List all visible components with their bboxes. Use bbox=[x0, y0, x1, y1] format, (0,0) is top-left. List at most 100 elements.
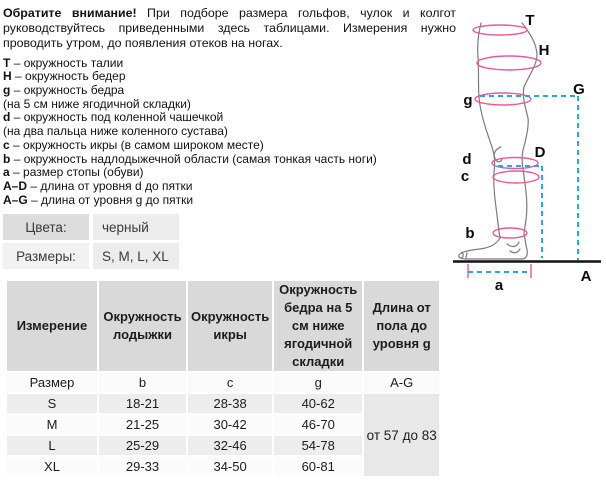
legend-text: (на два пальца ниже коленного сустава) bbox=[3, 124, 228, 139]
leg-outline bbox=[458, 22, 538, 260]
cell-ag-merged: от 57 до 83 bbox=[364, 394, 440, 477]
intro-paragraph: Обратите внимание! При подборе размера г… bbox=[3, 6, 456, 52]
legend-line-g-note: (на 5 см ниже ягодичной складки) bbox=[3, 96, 456, 112]
legend-key: H bbox=[3, 69, 12, 84]
legend-text: – длина от уровня g до пятки bbox=[31, 192, 194, 207]
legend-line-AD: A–D – длина от уровня d до пятки bbox=[3, 178, 456, 194]
legend-line-d-note: (на два пальца ниже коленного сустава) bbox=[3, 124, 456, 139]
label-b: b bbox=[465, 225, 474, 242]
colors-label: Цвета: bbox=[3, 214, 89, 241]
toe-mark bbox=[460, 251, 464, 259]
product-attributes: Цвета: черный Размеры: S, M, L, XL bbox=[3, 214, 456, 270]
legend-text: – длина от уровня d до пятки bbox=[30, 178, 193, 193]
cell-g: 40-62 bbox=[274, 394, 363, 414]
ellipse-T bbox=[472, 24, 528, 36]
legend-key: T bbox=[3, 55, 11, 70]
label-c: c bbox=[461, 168, 469, 185]
legend-key: b bbox=[3, 151, 11, 166]
ankle-mark bbox=[509, 248, 521, 254]
legend-line-T: T – окружность талии bbox=[3, 55, 456, 71]
legend-text: – окружность икры (в самом широком месте… bbox=[13, 137, 264, 152]
label-g: g bbox=[463, 92, 472, 109]
legend-text: – окружность бедра bbox=[13, 83, 125, 98]
cell-b: 18-21 bbox=[99, 394, 186, 414]
cell-b: 25-29 bbox=[99, 436, 186, 456]
left-column: Обратите внимание! При подборе размера г… bbox=[3, 6, 456, 478]
size-table-param-row: Размер b c g A-G bbox=[7, 373, 440, 393]
legend-key: a bbox=[3, 165, 10, 180]
label-A: A bbox=[581, 268, 592, 285]
colors-value: черный bbox=[93, 214, 179, 241]
table-row-m: M 21-25 30-42 46-70 bbox=[7, 415, 439, 435]
cell-size: S bbox=[7, 394, 97, 414]
col-header-length: Длина от пола до уровня g bbox=[364, 281, 440, 372]
legend-key: A–G bbox=[3, 192, 28, 207]
param-c: c bbox=[188, 373, 273, 393]
legend-text: – окружность надлодыжечной области (сама… bbox=[13, 151, 377, 166]
cell-g: 60-81 bbox=[274, 457, 363, 477]
sizes-value: S, M, L, XL bbox=[93, 243, 179, 270]
size-table: Измерение Окружность лодыжки Окружность … bbox=[5, 279, 441, 478]
ellipse-b bbox=[492, 227, 528, 239]
legend-line-b: b – окружность надлодыжечной области (са… bbox=[3, 151, 456, 167]
colors-row: Цвета: черный bbox=[3, 214, 456, 241]
legend-line-H: H – окружность бедер bbox=[3, 69, 456, 84]
ellipse-d bbox=[491, 156, 539, 170]
cell-size: XL bbox=[7, 457, 97, 477]
legend-key: d bbox=[3, 110, 11, 125]
ellipse-H bbox=[476, 55, 542, 71]
ankle-mark bbox=[506, 241, 520, 248]
leg-measurement-diagram: T H G g D d c b a A bbox=[453, 12, 601, 292]
legend-text: – окружность под коленной чашечкой bbox=[13, 110, 224, 125]
legend-text: – окружность талии bbox=[13, 55, 124, 70]
legend-line-AG: A–G – длина от уровня g до пятки bbox=[3, 192, 456, 208]
col-header-ankle: Окружность лодыжки bbox=[99, 281, 186, 372]
col-header-calf: Окружность икры bbox=[188, 281, 273, 372]
guide-lines bbox=[468, 95, 579, 273]
size-table-header-row: Измерение Окружность лодыжки Окружность … bbox=[7, 281, 440, 372]
label-a: a bbox=[495, 277, 504, 292]
cell-g: 46-70 bbox=[274, 415, 363, 435]
legend-key: A–D bbox=[3, 178, 28, 193]
label-T: T bbox=[525, 12, 534, 29]
legend-text: – размер стопы (обуви) bbox=[13, 165, 144, 180]
legend-text: (на 5 см ниже ягодичной складки) bbox=[3, 96, 191, 111]
legend-line-d: d – окружность под коленной чашечкой bbox=[3, 111, 456, 125]
table-row-l: L 25-29 32-46 54-78 bbox=[7, 436, 439, 456]
param-size: Размер bbox=[7, 373, 97, 393]
ellipse-c bbox=[492, 170, 540, 184]
table-row-s: S 18-21 28-38 40-62 от 57 до 83 bbox=[7, 394, 440, 477]
cell-g: 54-78 bbox=[274, 436, 363, 456]
legend-text: – окружность бедер bbox=[15, 69, 126, 84]
label-G: G bbox=[573, 81, 585, 98]
legend-line-g: g – окружность бедра bbox=[3, 83, 456, 98]
param-b: b bbox=[99, 373, 186, 393]
param-ag: A-G bbox=[364, 373, 440, 393]
cell-c: 30-42 bbox=[188, 415, 273, 435]
label-D: D bbox=[535, 144, 546, 161]
legend-key: g bbox=[3, 83, 11, 98]
cell-size: L bbox=[7, 436, 97, 456]
legend-line-a: a – размер стопы (обуви) bbox=[3, 165, 456, 180]
label-d: d bbox=[462, 151, 471, 168]
ellipse-g bbox=[474, 92, 532, 106]
label-H: H bbox=[539, 42, 550, 59]
cell-c: 28-38 bbox=[188, 394, 273, 414]
col-header-measurement: Измерение bbox=[7, 281, 97, 372]
col-header-hip: Окружность бедра на 5 см ниже ягодичной … bbox=[274, 281, 363, 372]
legend-key: c bbox=[3, 137, 10, 152]
intro-lead: Обратите внимание! bbox=[3, 6, 137, 20]
toe-mark bbox=[465, 252, 468, 259]
intro-text: При подборе размера гольфов, чулок и кол… bbox=[3, 6, 456, 51]
table-row-xl: XL 29-33 34-50 60-81 bbox=[7, 457, 439, 477]
param-g: g bbox=[274, 373, 363, 393]
sizes-label: Размеры: bbox=[3, 243, 89, 270]
cell-b: 29-33 bbox=[99, 457, 186, 477]
legend-line-c: c – окружность икры (в самом широком мес… bbox=[3, 137, 456, 153]
measurement-legend: T – окружность талии H – окружность беде… bbox=[3, 55, 456, 208]
cell-c: 34-50 bbox=[188, 457, 273, 477]
cell-size: M bbox=[7, 415, 97, 435]
measurement-ellipses bbox=[467, 24, 542, 278]
sizes-row: Размеры: S, M, L, XL bbox=[3, 243, 456, 270]
